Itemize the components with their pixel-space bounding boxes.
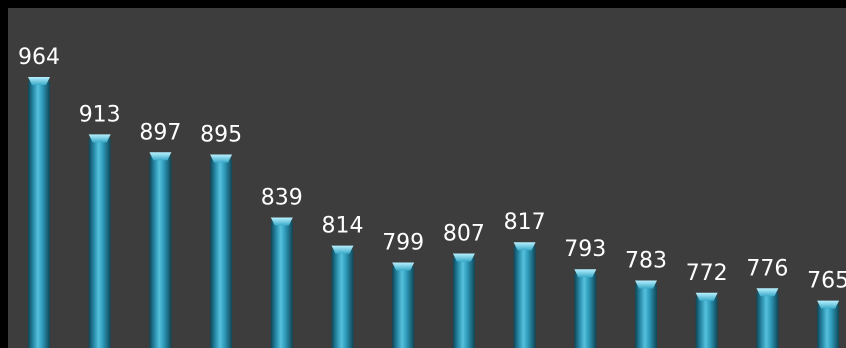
value-label: 807 [443, 221, 485, 246]
bar [149, 156, 172, 348]
bar [28, 81, 50, 348]
value-label: 817 [504, 210, 546, 235]
bars-group [28, 77, 840, 348]
bar [817, 304, 840, 348]
bar-cap [331, 245, 354, 254]
bar [756, 292, 779, 348]
value-label: 776 [746, 256, 788, 281]
bar-cap [695, 292, 718, 301]
value-label: 839 [261, 186, 303, 211]
value-label: 814 [322, 214, 364, 239]
bar-cap [756, 288, 779, 297]
bar [88, 138, 111, 348]
bar [574, 273, 597, 348]
bar-cap [574, 269, 597, 278]
value-label: 793 [564, 237, 606, 262]
bar [452, 257, 475, 348]
bar [392, 266, 415, 348]
value-label: 913 [79, 102, 121, 127]
bar-cap [635, 280, 657, 289]
bar [513, 246, 536, 348]
bar-cap [452, 253, 475, 262]
value-label: 765 [807, 269, 846, 294]
bar-cap [817, 300, 840, 309]
value-label: 895 [200, 123, 242, 148]
bar [635, 284, 657, 348]
bar [210, 158, 233, 348]
value-label: 799 [382, 230, 424, 255]
value-label: 783 [625, 248, 667, 273]
bar [270, 221, 293, 348]
value-label: 772 [686, 261, 728, 286]
plot-background [8, 8, 846, 348]
value-labels-group: 964 913 897 895 839 814 799 807 817 793 783 772 776 7… [18, 45, 846, 294]
bar-cap [513, 242, 536, 251]
bar-cap [88, 134, 111, 143]
value-label: 897 [139, 120, 181, 145]
bar-cap [392, 262, 415, 271]
bar-cap [210, 154, 233, 163]
bar-cap [28, 77, 50, 85]
bar-cap [270, 217, 293, 226]
value-label: 964 [18, 45, 60, 70]
bar [695, 296, 718, 348]
bar [331, 249, 354, 348]
bar-cap [149, 152, 172, 161]
